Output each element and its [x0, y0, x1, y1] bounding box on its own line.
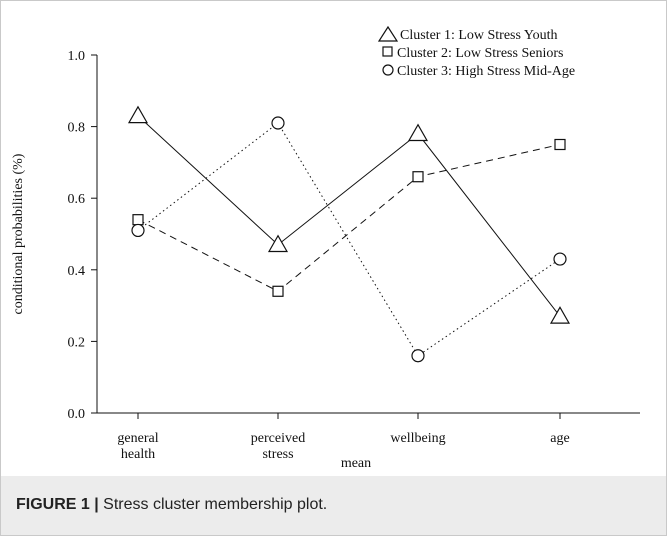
legend-label: Cluster 2: Low Stress Seniors [397, 46, 563, 61]
series-line-2 [137, 144, 561, 292]
y-tick-label: 1.0 [68, 49, 86, 64]
y-tick-label: 0.0 [68, 407, 86, 422]
x-tick-label: age [550, 431, 569, 446]
y-tick-label: 0.4 [68, 264, 86, 279]
y-axis-label: conditional probabilities (%) [11, 153, 26, 314]
y-tick-label: 0.8 [68, 121, 86, 136]
legend-label: Cluster 1: Low Stress Youth [400, 28, 558, 43]
caption-bar [1, 476, 666, 535]
x-axis-label: mean [341, 456, 371, 471]
figure-label: FIGURE 1 | [16, 496, 99, 513]
series-1-point [407, 123, 429, 142]
series-1-point [127, 105, 149, 124]
y-tick-label: 0.2 [68, 335, 86, 350]
y-tick-label: 0.6 [68, 192, 86, 207]
series-2-point [412, 171, 424, 183]
legend-marker-square [382, 46, 393, 57]
series-2-point [554, 138, 566, 151]
series-2-point [272, 285, 284, 297]
legend-label: Cluster 3: High Stress Mid-Age [397, 64, 575, 79]
series-line-1 [137, 115, 561, 317]
caption-text: Stress cluster membership plot. [98, 496, 328, 513]
series-3-point [411, 349, 425, 363]
x-tick-label: wellbeing [390, 431, 445, 446]
series-3-point [271, 116, 285, 130]
series-3-point [131, 223, 145, 238]
x-tick-label: general health [117, 431, 158, 462]
x-tick-label: perceived stress [251, 431, 305, 462]
series-1-point [549, 306, 571, 324]
legend-marker-triangle [377, 25, 399, 42]
series-1-point [267, 234, 289, 253]
series-line-3 [137, 122, 561, 357]
series-3-point [553, 252, 567, 266]
legend-marker-circle [382, 64, 394, 76]
chart-svg: 0.0 0.2 0.4 0.6 0.8 1.0 general health perceived… [11, 25, 640, 471]
series-2-point [132, 214, 144, 226]
figure-caption: FIGURE 1 | Stress cluster membership plo… [16, 496, 327, 514]
